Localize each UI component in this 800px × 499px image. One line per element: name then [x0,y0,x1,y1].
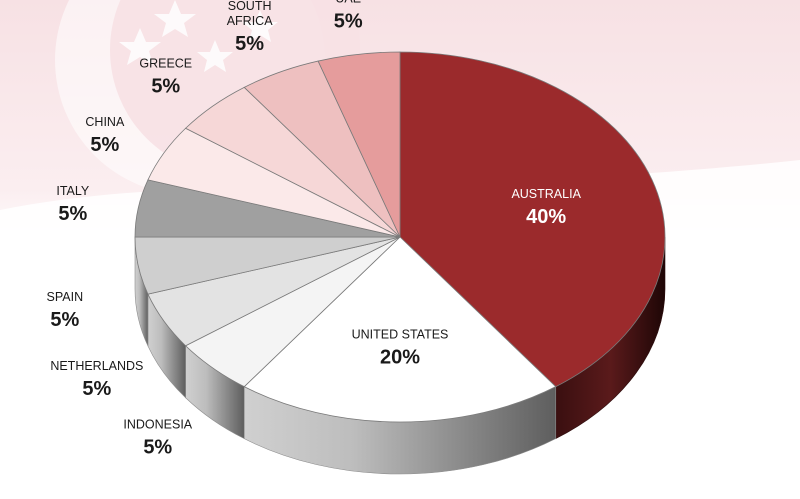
slice-value-label: 5% [151,75,180,97]
star-icon [154,0,196,37]
slice-category-label: UAE [335,0,361,6]
slice-category-label: INDONESIA [123,418,192,432]
slice-category-label: SOUTH [228,0,272,13]
star-icon [242,10,278,42]
slice-value-label: 20% [380,346,420,368]
slice-value-label: 5% [143,437,172,459]
pie-slice [399,51,666,388]
pie-slice [243,236,557,423]
star-icon [119,28,161,65]
slice-value-label: 5% [58,203,87,225]
slice-category-label: NETHERLANDS [50,359,143,373]
slice-category-label: ITALY [56,184,90,198]
slice-category-label: AUSTRALIA [511,187,581,201]
slice-value-label: 5% [50,309,79,331]
slice-value-label: 5% [82,378,111,400]
slice-value-label: 5% [235,33,264,55]
slice-category-label: UNITED STATES [352,327,449,341]
slice-category-label: AFRICA [227,14,274,28]
slice-category-label: CHINA [85,115,125,129]
pie-labels: AUSTRALIA 40% UNITED STATES 20% INDONESIA 5% N… [47,0,582,459]
pie-slice [317,51,401,238]
pie-slices [134,51,666,423]
slice-value-label: 40% [526,206,566,228]
slice-value-label: 5% [334,11,363,33]
star-icon [197,40,233,72]
slice-category-label: SPAIN [47,290,84,304]
slice-category-label: GREECE [139,56,192,70]
flag-stars [119,0,278,72]
slice-value-label: 5% [90,134,119,156]
